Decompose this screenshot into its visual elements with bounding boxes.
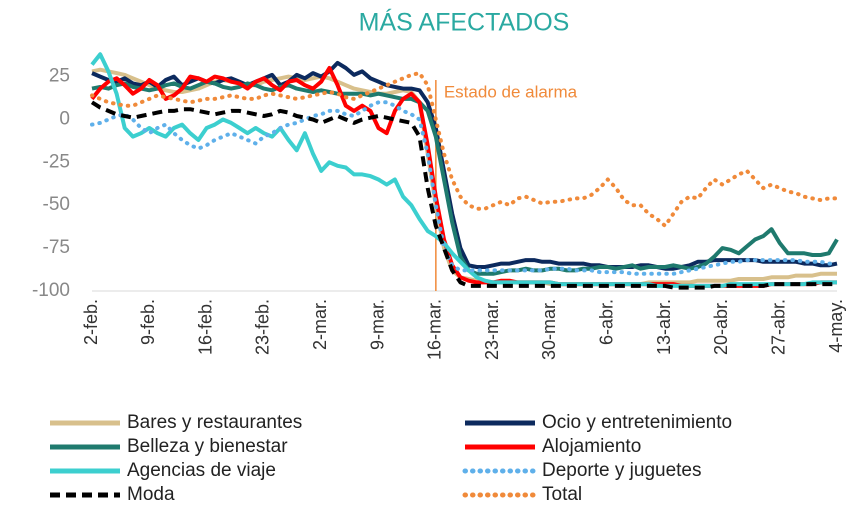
- legend-label: Bares y restaurantes: [127, 412, 302, 433]
- x-tick-label: 9-feb.: [138, 299, 158, 345]
- x-tick-label: 27-abr.: [768, 299, 788, 355]
- y-tick-label: -100: [32, 280, 70, 301]
- legend-item: Agencias de viaje: [50, 460, 276, 481]
- legend-item: Ocio y entretenimiento: [465, 412, 732, 433]
- legend-label: Total: [542, 484, 582, 505]
- x-tick-label: 30-mar.: [539, 299, 559, 360]
- legend-item: Belleza y bienestar: [50, 436, 288, 457]
- x-tick-label: 2-mar.: [310, 299, 330, 350]
- legend-item: Bares y restaurantes: [50, 412, 302, 433]
- y-tick-label: -75: [43, 237, 70, 258]
- x-tick-label: 13-abr.: [654, 299, 674, 355]
- x-tick-label: 6-abr.: [597, 299, 617, 345]
- legend-item: Moda: [50, 484, 175, 505]
- x-tick-label: 4-may.: [826, 299, 846, 353]
- y-tick-label: 0: [59, 108, 70, 129]
- series-line: [91, 67, 837, 287]
- chart-title: MÁS AFECTADOS: [359, 8, 570, 37]
- x-tick-label: 9-mar.: [367, 299, 387, 350]
- y-tick-label: -25: [43, 151, 70, 172]
- legend-item: Deporte y juguetes: [462, 460, 702, 481]
- y-tick-label: -50: [43, 194, 70, 215]
- y-tick-label: 25: [49, 66, 70, 87]
- legend-item: Total: [462, 484, 582, 505]
- legend-label: Ocio y entretenimiento: [542, 412, 732, 433]
- legend-label: Agencias de viaje: [127, 460, 276, 481]
- x-tick-label: 23-feb.: [253, 299, 273, 355]
- legend-label: Moda: [127, 484, 175, 505]
- series-line: [90, 100, 839, 276]
- x-tick-label: 16-mar.: [425, 299, 445, 360]
- x-tick-label: 2-feb.: [81, 299, 101, 345]
- legend-item: Alojamiento: [465, 436, 641, 457]
- x-tick-label: 16-feb.: [195, 299, 215, 355]
- x-tick-label: 23-mar.: [482, 299, 502, 360]
- legend-label: Belleza y bienestar: [127, 436, 288, 457]
- legend-label: Deporte y juguetes: [542, 460, 702, 481]
- legend-label: Alojamiento: [542, 436, 641, 457]
- annotation-text: Estado de alarma: [444, 82, 578, 101]
- series-line: [90, 71, 839, 228]
- series-line: [90, 100, 837, 290]
- x-tick-label: 20-abr.: [711, 299, 731, 355]
